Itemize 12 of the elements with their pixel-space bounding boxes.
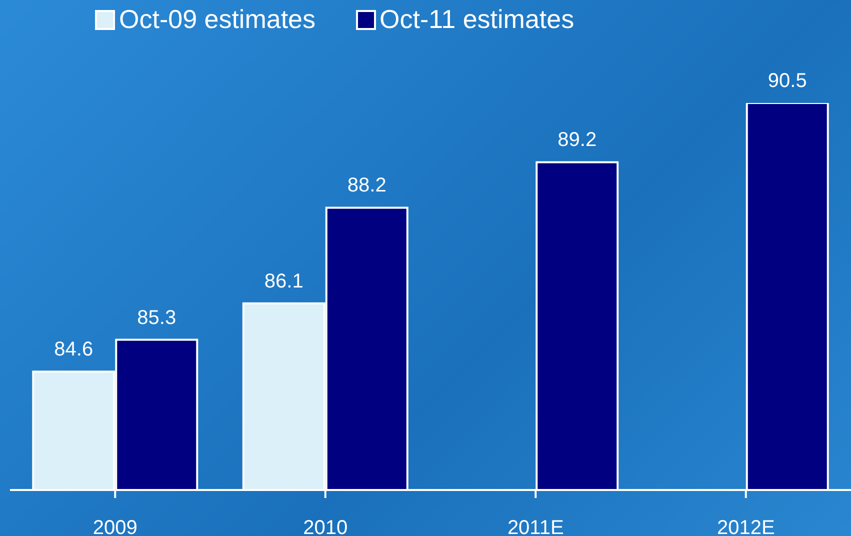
- data-label: 89.2: [558, 129, 597, 152]
- legend-label: Oct-09 estimates: [118, 4, 316, 35]
- data-label: 85.3: [137, 306, 176, 329]
- x-tick-label: 2009: [92, 517, 138, 536]
- x-tick-label: 2012E: [716, 517, 775, 536]
- x-tick-label: 2010: [303, 517, 348, 536]
- data-label: 88.2: [347, 174, 386, 197]
- legend-label: Oct-11 estimates: [378, 4, 574, 35]
- data-label: 86.1: [264, 270, 304, 292]
- data-label: 84.6: [54, 338, 94, 361]
- data-label: 90.5: [768, 70, 807, 92]
- x-tick-label: 2011E: [507, 517, 564, 536]
